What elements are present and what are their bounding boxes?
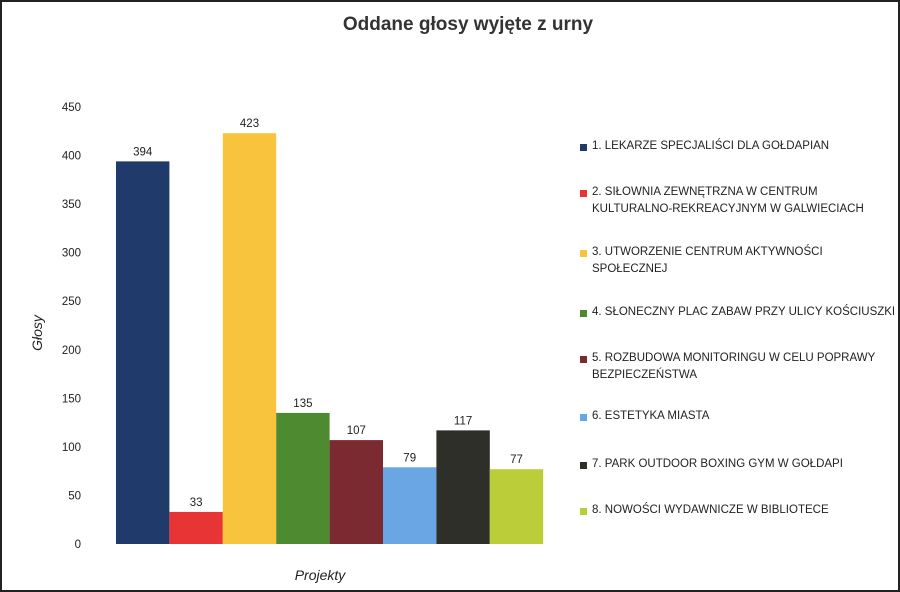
legend-label: 6. ESTETYKA MIASTA [592,410,710,422]
y-tick-label: 100 [62,442,81,454]
y-tick-label: 50 [68,490,81,502]
legend-swatch [580,356,587,363]
legend-swatch [580,250,587,257]
y-tick-label: 200 [62,345,81,357]
data-label-1: 394 [133,146,153,158]
legend-label: 2. SIŁOWNIA ZEWNĘTRZNA W CENTRUM KULTURA… [592,186,864,215]
legend-item-3: 3. UTWORZENIE CENTRUM AKTYWNOŚCI SPOŁECZ… [580,244,896,278]
data-label-3: 423 [240,118,259,130]
legend-swatch [580,144,587,151]
y-tick-label: 450 [62,102,81,114]
bar-7 [436,430,490,544]
data-label-5: 107 [347,425,366,437]
legend-swatch [580,462,587,469]
legend-label: 1. LEKARZE SPECJALIŚCI DLA GOŁDAPIAN [592,140,830,152]
legend-item-5: 5. ROZBUDOWA MONITORINGU W CELU POPRAWY … [580,350,896,384]
data-label-6: 79 [403,452,416,464]
y-tick-label: 300 [62,248,81,260]
x-axis-label: Projekty [294,567,346,583]
y-tick-label: 0 [75,539,81,551]
data-label-7: 117 [454,415,472,427]
legend-item-6: 6. ESTETYKA MIASTA [580,408,896,425]
bar-2 [169,511,223,544]
bar-6 [383,467,437,544]
legend-swatch [580,190,587,197]
legend-swatch [580,508,587,515]
legend-label: 4. SŁONECZNY PLAC ZABAW PRZY ULICY KOŚCI… [592,306,896,318]
data-label-2: 33 [190,497,203,509]
legend-item-4: 4. SŁONECZNY PLAC ZABAW PRZY ULICY KOŚCI… [580,304,896,321]
bar-3 [222,133,277,544]
legend-swatch [580,414,587,421]
y-tick-label: 350 [62,199,81,211]
bar-1 [116,161,170,545]
y-tick-label: 400 [62,151,81,163]
y-tick-label: 150 [62,393,81,405]
legend-label: 8. NOWOŚCI WYDAWNICZE W BIBLIOTECE [592,504,829,516]
bar-4 [276,412,330,544]
legend-label: 7. PARK OUTDOOR BOXING GYM W GOŁDAPI [592,458,843,470]
legend-item-1: 1. LEKARZE SPECJALIŚCI DLA GOŁDAPIAN [580,138,896,155]
bar-5 [329,440,383,544]
bar-8 [489,469,544,544]
legend-label: 3. UTWORZENIE CENTRUM AKTYWNOŚCI SPOŁECZ… [592,246,823,275]
data-label-8: 77 [510,454,523,466]
chart-title: Oddane głosy wyjęte z urny [342,14,594,35]
y-tick-label: 250 [62,296,81,308]
legend-label: 5. ROZBUDOWA MONITORINGU W CELU POPRAWY … [592,352,876,381]
legend-item-8: 8. NOWOŚCI WYDAWNICZE W BIBLIOTECE [580,502,896,519]
legend-item-2: 2. SIŁOWNIA ZEWNĘTRZNA W CENTRUM KULTURA… [580,184,896,218]
data-label-4: 135 [293,398,312,410]
legend-swatch [580,310,587,317]
legend-item-7: 7. PARK OUTDOOR BOXING GYM W GOŁDAPI [580,456,896,473]
